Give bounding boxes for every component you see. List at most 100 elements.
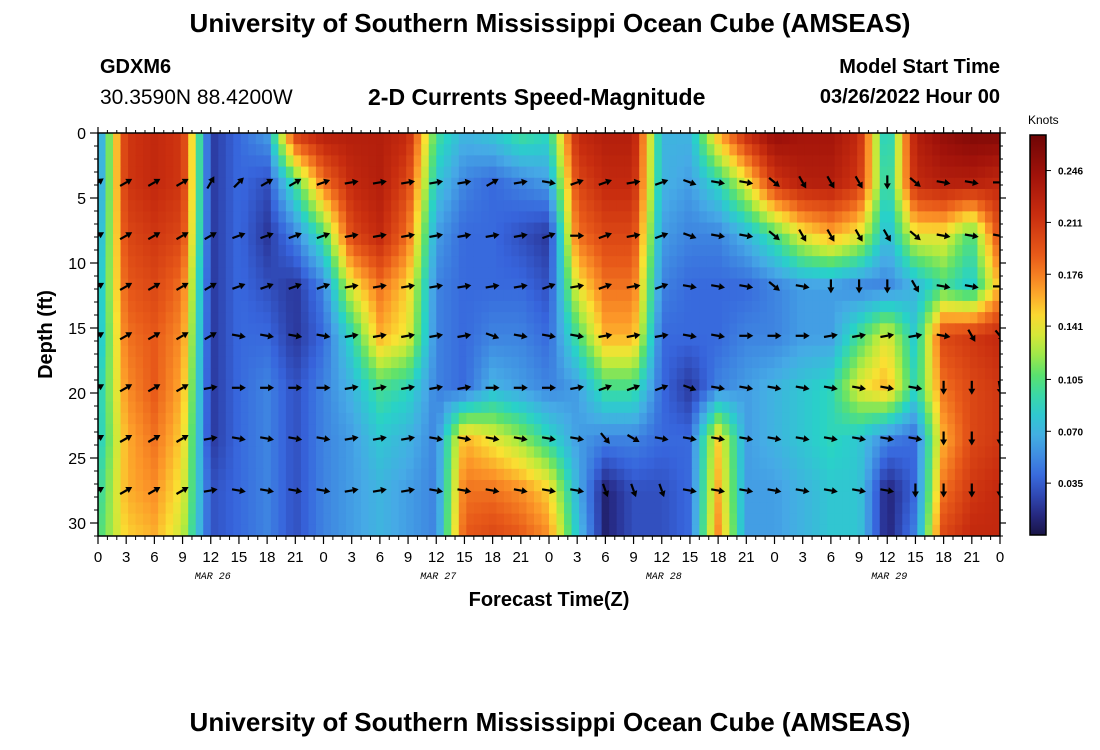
heatmap-cell xyxy=(564,412,573,425)
heatmap-cell xyxy=(473,401,482,414)
heatmap-cell xyxy=(180,390,189,403)
heatmap-cell xyxy=(887,222,896,235)
heatmap-cell xyxy=(601,345,610,358)
current-arrow xyxy=(940,431,948,446)
heatmap-cell xyxy=(346,166,355,179)
heatmap-cell xyxy=(270,368,279,380)
heatmap-cell xyxy=(766,513,776,526)
heatmap-cell xyxy=(639,468,648,481)
heatmap-cell xyxy=(338,356,347,369)
heatmap-cell xyxy=(902,133,911,145)
heatmap-cell xyxy=(924,480,933,492)
heatmap-cell xyxy=(285,457,295,470)
heatmap-cell xyxy=(406,513,415,526)
heatmap-cell xyxy=(699,300,708,313)
heatmap-cell xyxy=(631,480,640,492)
heatmap-cell xyxy=(391,491,400,504)
heatmap-cell xyxy=(902,200,911,212)
current-arrow-shaft xyxy=(260,285,269,290)
heatmap-cell xyxy=(631,491,640,504)
current-arrow-head xyxy=(98,178,104,185)
heatmap-cell xyxy=(849,244,858,257)
heatmap-cell xyxy=(165,524,174,536)
heatmap-cell xyxy=(391,334,400,347)
heatmap-cell xyxy=(864,502,873,515)
heatmap-cell xyxy=(864,435,873,448)
heatmap-cell xyxy=(639,166,648,179)
heatmap-cell xyxy=(834,155,843,168)
heatmap-cell xyxy=(654,390,663,403)
heatmap-cell xyxy=(270,457,279,470)
heatmap-cell xyxy=(413,323,422,336)
heatmap-cell xyxy=(909,155,918,168)
heatmap-cell xyxy=(353,524,362,536)
heatmap-cell xyxy=(285,200,295,212)
heatmap-cell xyxy=(526,278,535,291)
current-arrow xyxy=(852,332,866,340)
heatmap-cell xyxy=(646,401,655,414)
heatmap-cell xyxy=(766,155,776,168)
heatmap-cell xyxy=(691,513,700,526)
heatmap-cell xyxy=(233,267,242,280)
heatmap-cell xyxy=(98,412,107,425)
heatmap-cell xyxy=(188,401,197,414)
heatmap-cell xyxy=(225,144,234,156)
heatmap-cell xyxy=(255,267,264,280)
heatmap-cell xyxy=(684,334,693,347)
heatmap-cell xyxy=(759,144,768,156)
heatmap-cell xyxy=(992,155,1000,168)
heatmap-cell xyxy=(278,334,287,347)
current-arrow-shaft xyxy=(795,488,804,492)
heatmap-cell xyxy=(774,166,783,179)
heatmap-cell xyxy=(774,468,783,481)
heatmap-cell xyxy=(857,323,866,336)
heatmap-cell xyxy=(263,312,272,324)
current-arrow-head xyxy=(883,287,891,294)
heatmap-cell xyxy=(240,267,249,280)
heatmap-cell xyxy=(804,424,813,436)
heatmap-cell xyxy=(751,513,761,526)
heatmap-cell xyxy=(789,312,798,324)
heatmap-cell xyxy=(458,188,467,201)
heatmap-cell xyxy=(549,222,558,235)
heatmap-cell xyxy=(331,166,340,179)
heatmap-cell xyxy=(98,267,107,280)
current-arrow xyxy=(401,384,415,392)
heatmap-cell xyxy=(165,267,174,280)
heatmap-cell xyxy=(315,166,325,179)
heatmap-cell xyxy=(827,188,836,201)
heatmap-cell xyxy=(962,222,971,235)
heatmap-cell xyxy=(834,379,843,392)
heatmap-cell xyxy=(699,188,708,201)
heatmap-cell xyxy=(376,278,385,291)
heatmap-cell xyxy=(210,368,219,380)
heatmap-cell xyxy=(827,435,836,448)
heatmap-cell xyxy=(466,502,475,515)
heatmap-cell xyxy=(639,188,648,201)
heatmap-cell xyxy=(609,278,618,291)
heatmap-cell xyxy=(443,356,452,369)
heatmap-cell xyxy=(639,457,648,470)
current-arrow-shaft xyxy=(570,333,579,338)
heatmap-cell xyxy=(255,211,264,224)
heatmap-cell xyxy=(646,211,655,224)
heatmap-cell xyxy=(654,356,663,369)
current-arrow xyxy=(711,283,725,290)
heatmap-cell xyxy=(556,211,565,224)
heatmap-cell xyxy=(782,491,791,504)
heatmap-cell xyxy=(278,200,287,212)
heatmap-cell xyxy=(308,244,317,257)
heatmap-cell xyxy=(736,267,746,280)
heatmap-cell xyxy=(278,424,287,436)
heatmap-cell xyxy=(827,166,836,179)
heatmap-cell xyxy=(368,166,377,179)
heatmap-cell xyxy=(315,491,325,504)
heatmap-cell xyxy=(113,200,122,212)
current-arrow xyxy=(854,229,863,242)
heatmap-cell xyxy=(473,177,482,190)
heatmap-cell xyxy=(992,379,1000,392)
heatmap-cell xyxy=(180,480,189,492)
heatmap-cell xyxy=(804,177,813,190)
heatmap-cell xyxy=(383,133,392,145)
heatmap-cell xyxy=(165,177,174,190)
